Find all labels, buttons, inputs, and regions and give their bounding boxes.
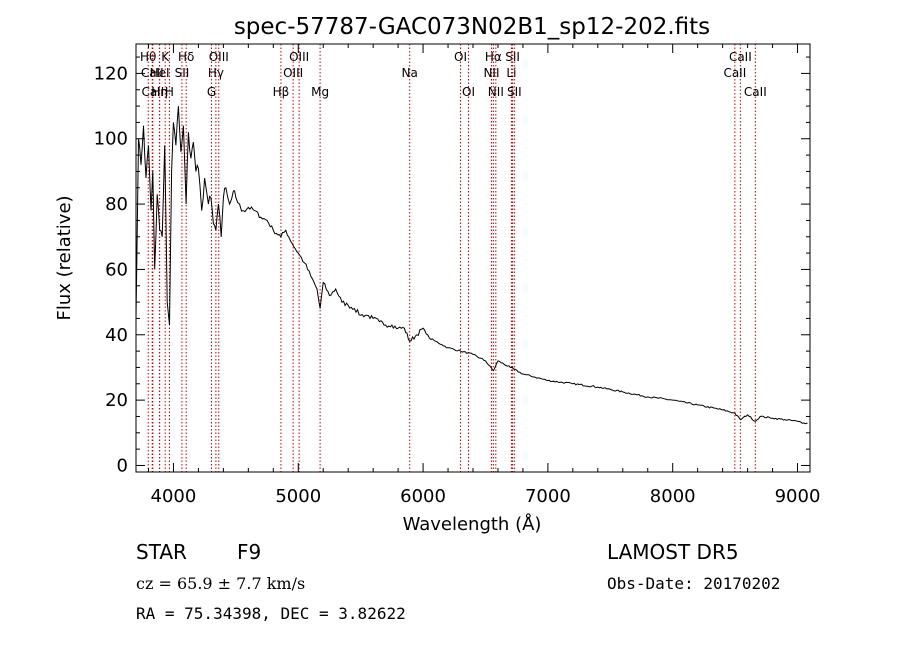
y-tick-label: 80	[105, 194, 128, 215]
x-tick-label: 7000	[525, 486, 571, 507]
marker-label: H	[165, 85, 174, 99]
marker-label: Hβ	[273, 85, 290, 99]
y-tick-label: 100	[94, 129, 128, 150]
marker-label: SII	[175, 66, 190, 80]
marker-label: NII	[488, 85, 504, 99]
marker-label: CaII	[744, 85, 767, 99]
marker-label: Hγ	[208, 66, 224, 80]
marker-label: NII	[483, 66, 499, 80]
marker-label: K	[161, 50, 170, 64]
y-tick-label: 20	[105, 390, 128, 411]
chart-title: spec-57787-GAC073N02B1_sp12-202.fits	[234, 14, 710, 40]
y-tick-label: 40	[105, 325, 128, 346]
x-tick-label: 9000	[775, 486, 821, 507]
marker-label: CaII	[141, 66, 164, 80]
x-axis: 4000 5000 6000 7000 8000 9000	[147, 44, 821, 507]
y-tick-label: 0	[117, 455, 128, 476]
marker-label: OIII	[283, 66, 303, 80]
marker-label: Hη	[151, 85, 168, 99]
x-tick-label: 4000	[151, 486, 197, 507]
x-tick-label: 5000	[275, 486, 321, 507]
y-axis: 0 20 40 60 80 100 120	[94, 56, 810, 476]
object-class: STAR	[136, 540, 187, 564]
marker-label: SII	[505, 50, 520, 64]
marker-label: OIII	[289, 50, 309, 64]
marker-label: CaII	[141, 85, 164, 99]
x-axis-label: Wavelength (Å)	[403, 513, 542, 535]
marker-label: OI	[454, 50, 467, 64]
object-subclass: F9	[237, 540, 262, 564]
coordinates: RA = 75.34398, DEC = 3.82622	[136, 604, 406, 623]
marker-label: CaII	[723, 66, 746, 80]
x-tick-label: 6000	[400, 486, 446, 507]
marker-label: OI	[462, 85, 475, 99]
marker-label: Hδ	[178, 50, 194, 64]
marker-label: SII	[507, 85, 522, 99]
observation-date: Obs-Date: 20170202	[607, 574, 781, 593]
marker-label: Hα	[485, 50, 502, 64]
y-tick-label: 60	[105, 259, 128, 280]
marker-label: CaII	[729, 50, 752, 64]
marker-label: Li	[506, 66, 516, 80]
marker-label: OIII	[209, 50, 229, 64]
spectrum-line	[135, 106, 808, 425]
marker-label: Hθ	[140, 50, 156, 64]
marker-label: G	[207, 85, 216, 99]
redshift-velocity: cz = 65.9 ± 7.7 km/s	[136, 574, 306, 593]
y-axis-label: Flux (relative)	[54, 195, 75, 320]
marker-label: Na	[402, 66, 418, 80]
y-tick-label: 120	[94, 63, 128, 84]
x-tick-label: 8000	[650, 486, 696, 507]
survey-name: LAMOST DR5	[607, 540, 739, 564]
marker-label: Mg	[311, 85, 329, 99]
